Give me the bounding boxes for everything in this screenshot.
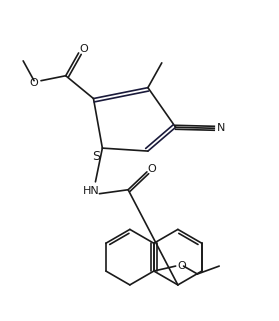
Text: O: O xyxy=(79,44,88,54)
Text: O: O xyxy=(148,164,156,174)
Text: O: O xyxy=(177,261,186,271)
Text: S: S xyxy=(92,150,100,162)
Text: HN: HN xyxy=(83,186,100,196)
Text: O: O xyxy=(30,78,39,88)
Text: N: N xyxy=(217,123,225,133)
